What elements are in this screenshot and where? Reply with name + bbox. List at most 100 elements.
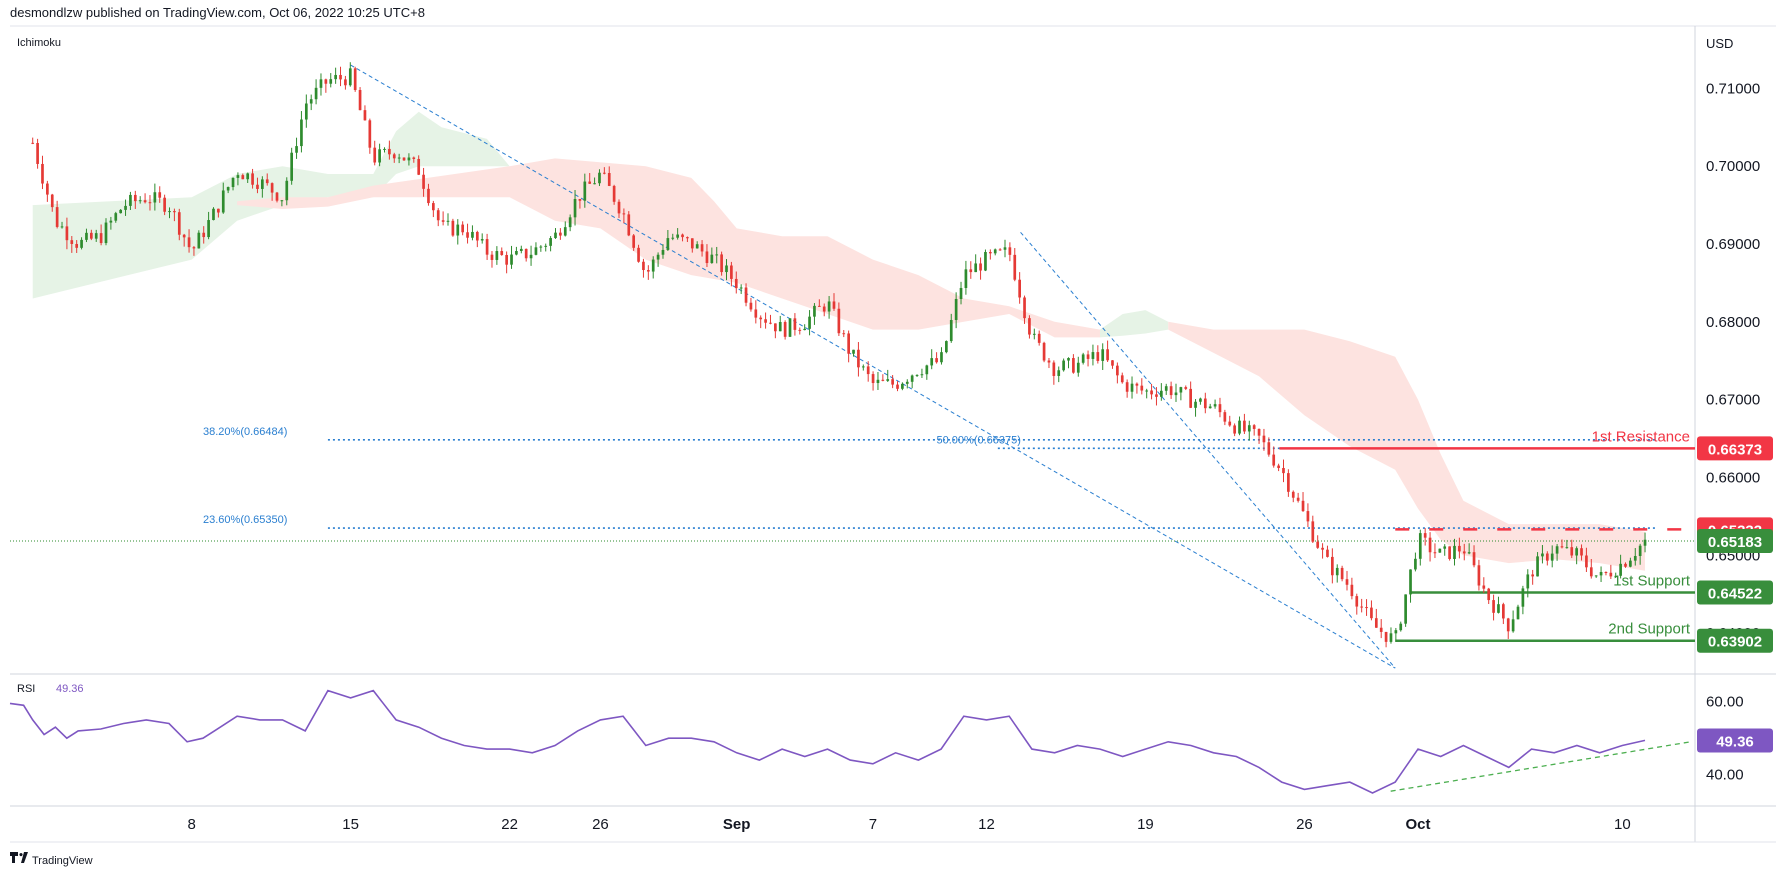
candle-body [959,287,963,299]
trendline [350,64,1396,669]
fib-label: 38.20%(0.66484) [203,426,287,438]
candle-body [60,226,64,228]
candle-body [1208,406,1212,409]
rsi-tick-label: 40.00 [1706,767,1744,784]
candle-body [940,352,943,363]
candle-body [109,220,113,223]
candle-body [515,250,518,255]
price-tick-label: 0.71000 [1706,80,1760,97]
candle-body [681,234,684,238]
candle-body [1233,425,1236,434]
candle-body [656,254,660,260]
candle-body [1624,563,1627,567]
rsi-pane [9,689,1691,794]
candle-body [993,249,997,254]
candle-body [725,265,728,273]
footer-brand: TradingView [32,855,93,867]
candle-body [36,143,39,164]
candle-body [705,251,709,264]
candle-body [1345,579,1349,585]
candle-body [412,157,416,159]
candle-body [1438,548,1442,553]
publisher-caption: desmondlzw published on TradingView.com,… [10,5,425,20]
tradingview-logo[interactable]: TradingView [10,852,93,867]
candle-body [280,200,284,202]
time-tick-label: 12 [978,816,995,833]
candle-body [1072,358,1075,373]
candle-body [603,172,606,174]
candle-body [1081,354,1085,363]
candle-body [866,366,870,375]
candle-body [1018,279,1021,298]
currency-label: USD [1706,36,1733,51]
candle-body [910,375,914,382]
candle-body [1023,297,1026,319]
fib-label: 50.00%(0.66375) [937,434,1021,446]
price-tag-label: 0.63902 [1708,634,1762,651]
candle-body [173,211,176,213]
candle-body [1384,631,1388,642]
candle-body [197,232,201,249]
price-tick-label: 0.68000 [1706,314,1760,331]
candle-body [1521,588,1525,607]
candle-body [383,148,386,150]
candle-body [490,254,494,260]
candle-body [46,183,49,195]
candle-body [1511,619,1515,632]
candle-body [363,110,367,121]
candle-body [822,306,826,312]
candle-body [1086,354,1090,359]
time-tick-label: 8 [187,816,195,833]
candle-body [974,263,978,273]
support-label: 1st Support [1613,572,1691,589]
candle-body [1189,388,1192,408]
price-tick-label: 0.67000 [1706,392,1760,409]
candle-body [1394,630,1398,634]
price-tag [1697,628,1773,653]
candle-body [324,79,328,84]
candle-body [1101,349,1105,361]
candle-body [896,384,899,389]
candle-body [661,249,665,255]
candle-body [720,254,723,273]
time-tick-label: 26 [1296,816,1313,833]
candle-body [1311,521,1315,542]
candle-body [1218,404,1222,413]
candle-body [1350,584,1354,597]
candle-body [627,214,631,236]
candle-body [749,302,753,310]
candle-body [676,234,679,238]
candle-body [1238,420,1241,434]
candle-body [988,251,992,254]
rsi-axis: 60.00 40.00 49.36 [1697,694,1773,784]
candle-body [1565,547,1569,549]
candle-body [94,233,98,239]
candle-body [304,103,308,120]
rsi-tick-label: 60.00 [1706,694,1744,711]
candle-body [1243,420,1246,432]
indicator-label: Ichimoku [17,37,61,49]
candle-body [857,349,860,368]
candle-body [554,232,557,239]
candle-body [261,179,264,189]
candle-body [207,220,210,238]
time-axis[interactable]: 8 15 22 26 Sep 7 12 19 26 Oct 10 [187,816,1630,833]
candle-body [1277,465,1280,468]
candle-body [964,269,968,288]
candle-body [920,374,924,376]
candle-body [163,197,166,212]
candle-body [984,251,987,271]
candle-body [1296,497,1300,501]
candle-body [915,374,919,376]
candle-body [402,157,406,161]
candle-body [1174,392,1178,396]
candle-body [1331,556,1334,576]
candle-body [754,309,758,318]
candle-body [510,254,513,265]
candle-body [891,379,894,385]
candle-body [837,308,841,334]
candle-body [861,366,865,368]
